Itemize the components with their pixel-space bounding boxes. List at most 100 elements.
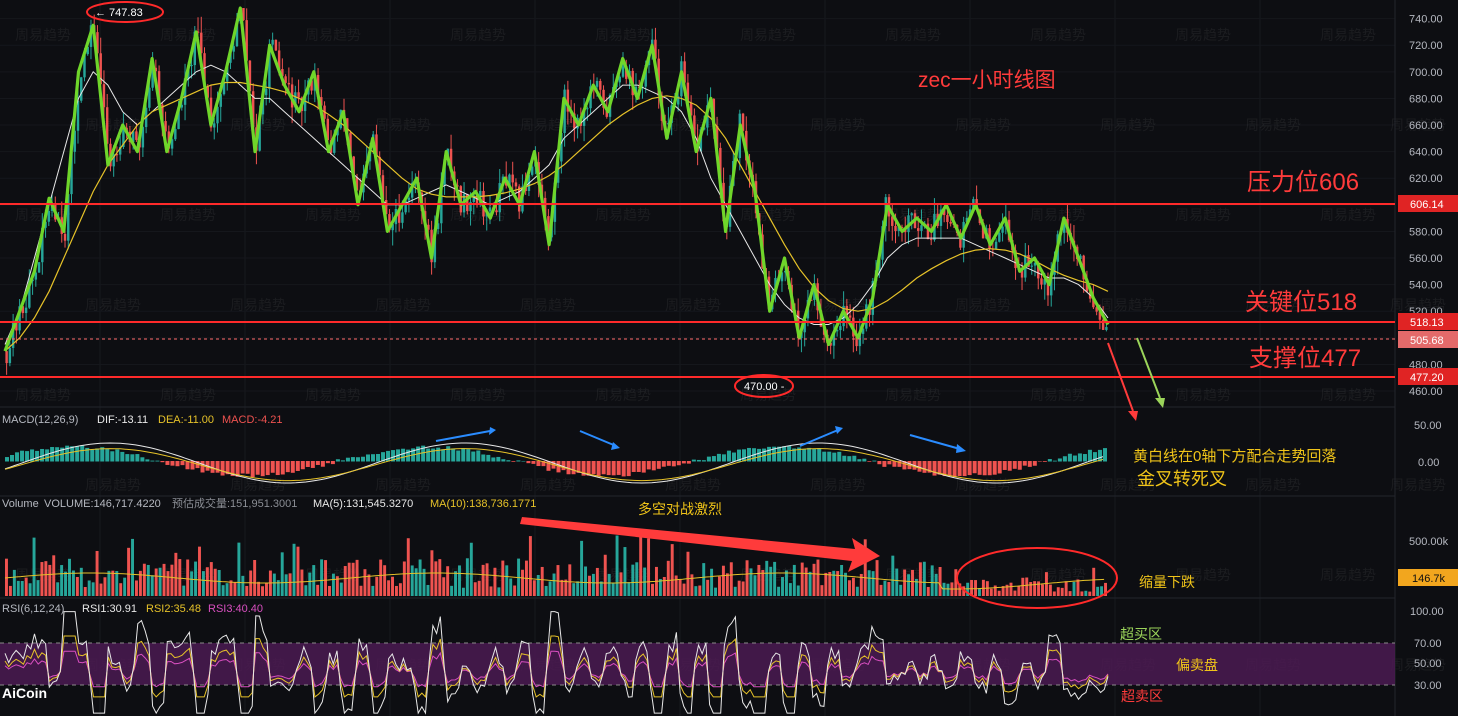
- macd-histogram-bar: [832, 452, 837, 462]
- macd-histogram-bar: [315, 461, 320, 465]
- macd-histogram-bar: [676, 461, 681, 466]
- candle-body: [949, 221, 952, 224]
- volume-bar: [288, 573, 292, 596]
- volume-bar: [926, 586, 930, 596]
- volume-bar: [635, 562, 639, 596]
- candle-body: [427, 224, 430, 230]
- volume-bar: [560, 579, 564, 596]
- volume-annotation: 缩量下跌: [1139, 574, 1195, 590]
- volume-bar: [773, 561, 777, 596]
- volume-bar: [505, 565, 509, 596]
- volume-bar: [867, 570, 871, 596]
- volume-shrink-ellipse: [956, 547, 1118, 609]
- volume-bar: [588, 575, 591, 596]
- volume-bar: [970, 579, 974, 596]
- macd-histogram-bar: [340, 460, 345, 462]
- candle-body: [689, 102, 693, 116]
- candle-body: [602, 89, 605, 108]
- macd-histogram-bar: [666, 461, 671, 466]
- watermark-text: 周易趋势: [450, 568, 506, 584]
- volume-bar: [544, 585, 548, 596]
- macd-histogram-bar: [215, 461, 220, 473]
- candle-body: [232, 46, 235, 52]
- candle-body: [436, 223, 440, 230]
- volume-bar: [540, 566, 544, 596]
- volume-bar: [938, 567, 942, 596]
- candle-body: [621, 66, 625, 77]
- watermark-text: 周易趋势: [1245, 298, 1301, 314]
- volume-bar: [737, 580, 741, 596]
- volume-bar: [674, 575, 678, 596]
- price-tick: 680.00: [1409, 93, 1443, 105]
- macd-histogram-bar: [225, 461, 230, 475]
- macd-histogram-bar: [245, 461, 250, 474]
- rsi-legend-name: RSI(6,12,24): [2, 603, 64, 615]
- volume-bar: [170, 564, 174, 596]
- candle-body: [105, 107, 109, 144]
- candle-body: [894, 225, 897, 232]
- macd-histogram-bar: [777, 446, 782, 462]
- volume-bar: [316, 584, 320, 596]
- candle-body: [1050, 274, 1053, 296]
- candle-body: [115, 154, 119, 156]
- macd-histogram-bar: [817, 448, 822, 462]
- volume-bar: [142, 563, 146, 596]
- candle-body: [618, 76, 621, 83]
- price-tick: 460.00: [1409, 386, 1443, 398]
- watermark-text: 周易趋势: [85, 478, 141, 494]
- candle-body: [177, 107, 180, 130]
- volume-bar: [296, 546, 300, 596]
- macd-histogram-bar: [365, 454, 370, 462]
- candle-body: [1095, 307, 1098, 312]
- volume-bar: [513, 585, 517, 596]
- macd-histogram-bar: [827, 451, 832, 462]
- macd-histogram-bar: [586, 461, 591, 476]
- volume-bar: [1076, 579, 1080, 596]
- watermark-text: 周易趋势: [15, 388, 71, 404]
- macd-histogram-bar: [55, 447, 60, 462]
- macd-histogram-bar: [541, 461, 546, 467]
- candle-body: [926, 223, 930, 240]
- volume-bar: [879, 584, 883, 596]
- volume-bar: [253, 560, 257, 596]
- candle-body: [5, 351, 8, 364]
- macd-histogram-bar: [120, 451, 125, 462]
- volume-bar: [528, 536, 532, 596]
- volume-bar: [166, 571, 170, 596]
- volume-bar: [741, 581, 745, 596]
- macd-panel: [4, 442, 1107, 484]
- candle-body: [277, 50, 281, 70]
- watermark-text: 周易趋势: [520, 478, 576, 494]
- macd-histogram-bar: [581, 461, 586, 476]
- macd-histogram-bar: [496, 456, 501, 462]
- candle-body: [326, 118, 330, 141]
- candle-body: [693, 115, 696, 139]
- macd-histogram-bar: [150, 460, 155, 462]
- watermark-text: 周易趋势: [595, 388, 651, 404]
- volume-bar: [1080, 591, 1084, 596]
- watermark-text: 周易趋势: [305, 208, 361, 224]
- volume-bar: [375, 576, 379, 596]
- volume-bar: [591, 573, 595, 596]
- macd-histogram-bar: [521, 460, 526, 462]
- macd-histogram-bar: [762, 448, 767, 462]
- macd-histogram-bar: [1027, 461, 1032, 467]
- candle-body: [28, 281, 31, 308]
- aicoin-logo: AiCoin: [2, 685, 47, 701]
- volume-bar: [99, 583, 103, 596]
- rsi-tick: 70.00: [1414, 638, 1442, 650]
- volume-bar: [1088, 591, 1092, 596]
- candle-body: [845, 305, 849, 316]
- macd-histogram-bar: [345, 457, 350, 462]
- rsi-tick: 30.00: [1414, 680, 1442, 692]
- macd-histogram-bar: [50, 446, 55, 462]
- watermark-text: 周易趋势: [15, 28, 71, 44]
- candle-body: [99, 53, 102, 85]
- volume-bar: [706, 579, 710, 596]
- macd-histogram-bar: [1062, 456, 1067, 462]
- macd-histogram-bar: [887, 461, 892, 465]
- macd-histogram-bar: [300, 461, 305, 470]
- price-tick: 580.00: [1409, 226, 1443, 238]
